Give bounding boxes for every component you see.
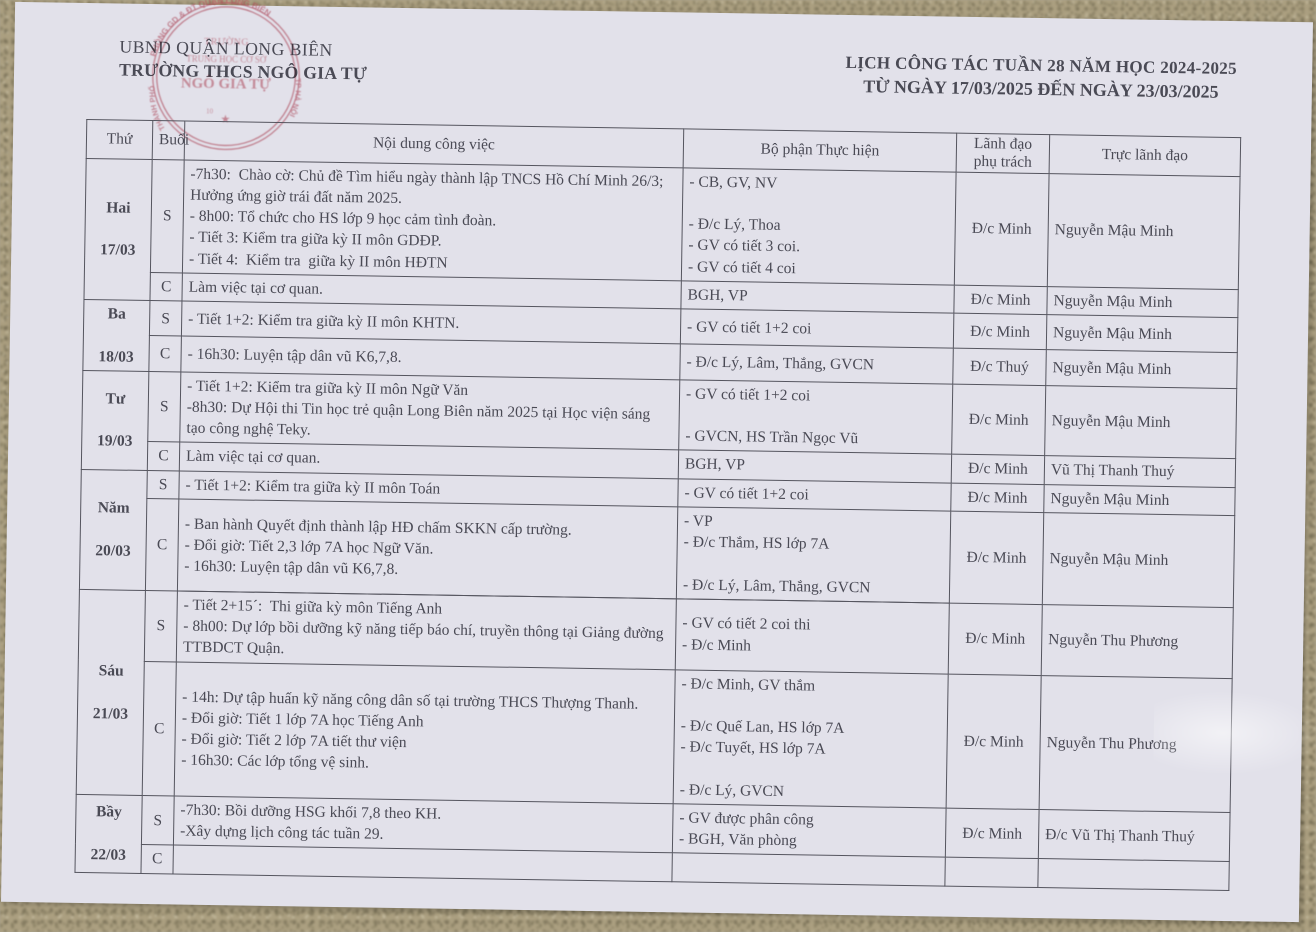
svg-text:TRƯỜNG: TRƯỜNG	[204, 35, 249, 48]
svg-text:TRUNG HỌC CƠ SỞ: TRUNG HỌC CƠ SỞ	[186, 54, 267, 65]
svg-text:TP HÀ NỘI: TP HÀ NỘI	[288, 78, 304, 119]
svg-text:NGÔ GIA TỰ: NGÔ GIA TỰ	[181, 74, 271, 92]
svg-text:10: 10	[206, 108, 214, 115]
